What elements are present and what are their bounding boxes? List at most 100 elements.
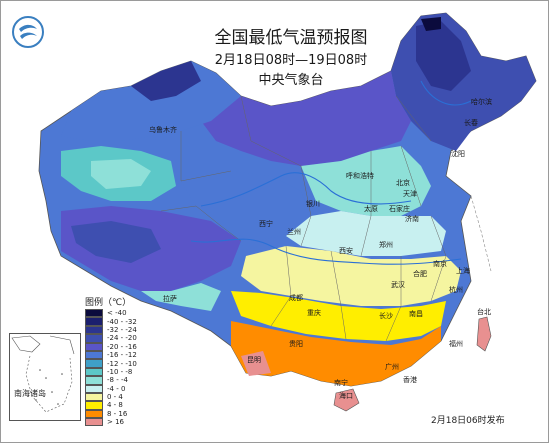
- hainan-island: [333, 388, 360, 412]
- legend: 图例（℃） < -40 -40 - -32 -32 - -24 -24 - -20 -2…: [85, 297, 145, 427]
- city-label: 香港: [403, 376, 417, 384]
- cma-logo: [11, 15, 45, 49]
- legend-label: < -40: [107, 309, 127, 318]
- city-label: 昆明: [247, 356, 261, 364]
- legend-label: -24 - -20: [107, 334, 137, 343]
- legend-item: 4 - 8: [85, 401, 145, 410]
- city-label: 北京: [396, 179, 410, 187]
- legend-item: > 16: [85, 418, 145, 427]
- city-label: 济南: [405, 215, 419, 223]
- city-label: 郑州: [379, 241, 393, 249]
- legend-item: -20 - -16: [85, 342, 145, 351]
- zone-yangtze: [241, 246, 461, 306]
- city-label: 重庆: [307, 309, 321, 317]
- city-label: 武汉: [391, 281, 405, 289]
- legend-swatch: [85, 384, 103, 393]
- city-label: 哈尔滨: [471, 98, 492, 106]
- legend-swatch: [85, 409, 103, 419]
- legend-item: -24 - -20: [85, 334, 145, 343]
- legend-label: 8 - 16: [107, 409, 128, 418]
- zone-south-tibet: [141, 283, 221, 311]
- inset-map: [11, 335, 75, 413]
- legend-swatch: [85, 418, 103, 427]
- city-label: 太原: [364, 205, 378, 213]
- taiwan-island: [476, 316, 492, 352]
- legend-item: -8 - -4: [85, 376, 145, 385]
- zone-central-plain: [286, 211, 446, 256]
- legend-title: 图例（℃）: [85, 298, 132, 308]
- city-label: 长春: [464, 119, 478, 127]
- city-label: 拉萨: [163, 295, 177, 303]
- zone-tibet-core: [71, 221, 161, 263]
- zone-south-yellow: [231, 291, 446, 341]
- city-label: 南昌: [409, 310, 423, 318]
- city-label: 西安: [339, 247, 353, 255]
- legend-swatch: [85, 350, 103, 360]
- zone-northeast-core: [416, 21, 471, 91]
- city-label: 长沙: [379, 312, 393, 320]
- legend-swatch: [85, 401, 103, 410]
- legend-item: -16 - -12: [85, 350, 145, 360]
- zone-south-orange: [231, 321, 441, 386]
- legend-item: 8 - 16: [85, 409, 145, 419]
- legend-item: -4 - 0: [85, 384, 145, 393]
- legend-swatch: [85, 392, 103, 402]
- city-label: 石家庄: [389, 205, 410, 213]
- city-label: 呼和浩特: [346, 172, 374, 180]
- title-block: 全国最低气温预报图 2月18日08时—19日08时 中央气象台: [176, 27, 406, 91]
- legend-swatch: [85, 334, 103, 343]
- zone-tarim-core: [91, 159, 151, 189]
- city-label: 天津: [403, 190, 417, 198]
- legend-item: -40 - -32: [85, 317, 145, 326]
- legend-item: -10 - -8: [85, 367, 145, 377]
- city-label: 南京: [433, 260, 447, 268]
- city-label: 银川: [306, 200, 320, 208]
- city-label: 沈阳: [451, 150, 465, 158]
- city-label: 南宁: [334, 379, 348, 387]
- city-label: 台北: [477, 308, 491, 316]
- province-boundaries: [160, 95, 447, 342]
- zone-qinghai: [181, 171, 311, 241]
- legend-item: -12 - -10: [85, 359, 145, 368]
- city-label: 兰州: [287, 228, 301, 236]
- legend-label: 4 - 8: [107, 401, 123, 410]
- issue-time: 2月18日06时发布: [431, 416, 505, 426]
- city-label: 上海: [456, 267, 470, 275]
- legend-label: -20 - -16: [107, 342, 137, 351]
- legend-label: > 16: [107, 418, 124, 427]
- rivers: [190, 80, 472, 265]
- legend-item: 0 - 4: [85, 392, 145, 402]
- legend-swatch: [85, 309, 103, 318]
- legend-item: -32 - -24: [85, 325, 145, 335]
- city-label: 西宁: [259, 220, 273, 228]
- inset-label: 南海诸岛: [14, 389, 46, 398]
- issuing-organization: 中央气象台: [258, 73, 324, 88]
- city-label: 杭州: [449, 286, 463, 294]
- zone-north-plain: [301, 146, 431, 216]
- legend-label: -10 - -8: [107, 367, 133, 376]
- legend-swatch: [85, 376, 103, 385]
- zone-altai-cold: [131, 61, 201, 101]
- legend-swatch: [85, 325, 103, 335]
- legend-item: < -40: [85, 309, 145, 318]
- legend-label: -16 - -12: [107, 351, 137, 360]
- city-label: 合肥: [413, 270, 427, 278]
- city-label: 福州: [449, 340, 463, 348]
- city-label: 乌鲁木齐: [149, 126, 177, 134]
- legend-label: -8 - -4: [107, 376, 128, 385]
- zone-yunnan-pink: [241, 351, 271, 376]
- legend-swatch: [85, 342, 103, 351]
- zone-mohe-extreme: [421, 17, 441, 31]
- legend-label: 0 - 4: [107, 393, 123, 402]
- south-china-sea-inset: 南海诸岛: [9, 333, 81, 421]
- city-label: 海口: [339, 392, 353, 400]
- legend-label: -32 - -24: [107, 325, 137, 334]
- city-label: 广州: [385, 363, 399, 371]
- legend-swatch: [85, 317, 103, 326]
- legend-label: -4 - 0: [107, 384, 126, 393]
- city-label: 成都: [289, 294, 303, 302]
- legend-swatch: [85, 367, 103, 377]
- city-label: 贵阳: [289, 340, 303, 348]
